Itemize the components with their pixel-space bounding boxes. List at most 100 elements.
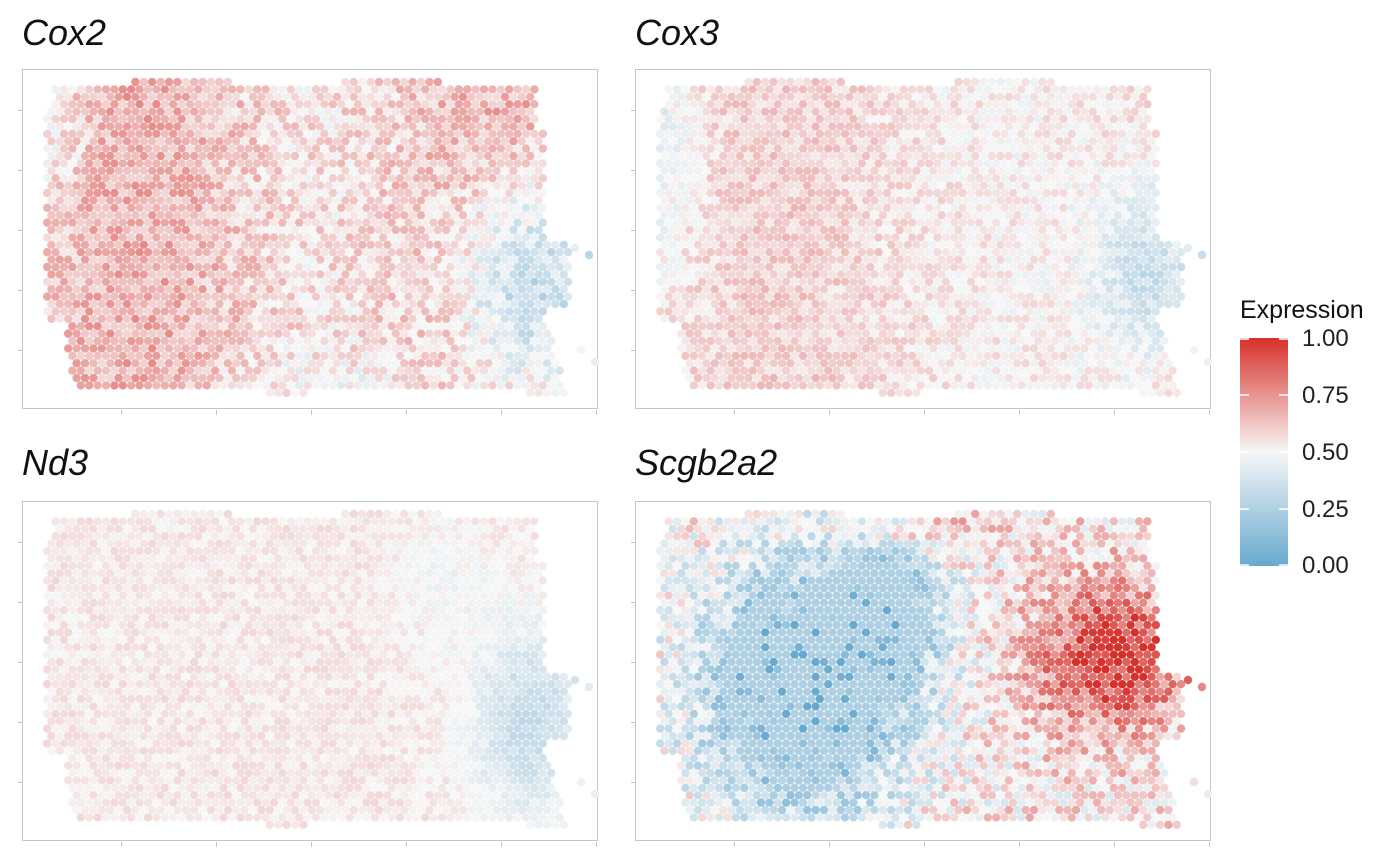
spot	[177, 277, 186, 286]
spot	[1130, 181, 1139, 190]
spot	[706, 174, 715, 183]
spot	[933, 336, 942, 346]
spot	[337, 188, 346, 198]
spot	[975, 159, 984, 168]
spot	[391, 329, 400, 338]
spot	[1013, 359, 1022, 368]
spot	[127, 262, 136, 272]
spot	[492, 299, 501, 309]
spot	[118, 100, 128, 109]
spot	[1189, 345, 1199, 355]
spot	[1084, 277, 1093, 286]
spot	[139, 196, 148, 205]
spot	[1139, 255, 1148, 264]
spot	[290, 359, 300, 368]
spot	[714, 262, 724, 272]
spot	[866, 100, 875, 109]
spot	[748, 262, 757, 272]
spot	[790, 159, 799, 168]
spot	[110, 188, 119, 198]
spot	[59, 188, 69, 198]
spot	[194, 292, 203, 301]
spot	[664, 233, 673, 242]
spot	[790, 351, 799, 360]
spot	[815, 144, 824, 153]
spot	[206, 137, 216, 146]
spot	[1092, 203, 1102, 212]
spot	[307, 299, 316, 309]
spot	[269, 100, 279, 109]
spot	[786, 211, 795, 220]
spot	[1139, 285, 1148, 294]
spot	[740, 114, 749, 124]
spot	[118, 292, 128, 301]
spot	[916, 307, 925, 316]
spot	[513, 129, 522, 138]
spot	[332, 196, 342, 205]
spot	[828, 314, 837, 323]
spot	[517, 314, 526, 323]
spot	[534, 211, 543, 220]
spot	[547, 277, 556, 286]
spot	[693, 225, 703, 235]
spot	[971, 211, 980, 220]
spot	[248, 92, 258, 101]
spot	[1050, 100, 1060, 109]
spot	[815, 174, 824, 183]
spot	[975, 203, 984, 212]
spot	[798, 203, 808, 212]
spot	[765, 233, 774, 242]
spot	[1042, 307, 1051, 316]
spot	[1130, 151, 1139, 161]
spot	[903, 373, 913, 383]
spot	[215, 137, 224, 146]
spot	[996, 77, 1005, 87]
spot	[211, 262, 220, 272]
spot	[1025, 351, 1034, 360]
spot	[1105, 270, 1114, 279]
spot	[274, 344, 283, 353]
spot	[475, 285, 484, 294]
spot	[811, 92, 820, 101]
spot	[1126, 114, 1135, 124]
spot	[269, 277, 279, 286]
spot	[698, 114, 707, 124]
spot	[702, 166, 711, 175]
spot	[236, 233, 245, 242]
spot	[244, 277, 253, 286]
spot	[370, 188, 379, 198]
spot	[1126, 322, 1135, 331]
spot	[139, 299, 148, 309]
spot	[421, 100, 430, 109]
spot	[341, 92, 350, 101]
spot	[1139, 137, 1148, 146]
spot	[836, 151, 845, 161]
spot	[366, 151, 375, 161]
spot	[559, 285, 568, 294]
spot	[450, 196, 459, 205]
spot	[316, 211, 325, 220]
spot	[723, 129, 732, 138]
spot	[404, 381, 413, 390]
spot	[1151, 159, 1160, 168]
spot	[1088, 299, 1097, 309]
spot	[866, 277, 875, 286]
spot	[236, 381, 245, 390]
spot	[811, 122, 820, 131]
spot	[429, 188, 438, 198]
spot	[72, 92, 81, 101]
spot	[1109, 292, 1118, 301]
spot	[954, 77, 963, 87]
spot	[1143, 322, 1152, 331]
spot	[421, 322, 430, 331]
spot	[1160, 262, 1169, 272]
spot	[773, 381, 782, 390]
spot	[521, 174, 531, 183]
spot	[59, 307, 69, 316]
spot	[299, 196, 308, 205]
spot	[122, 240, 132, 249]
spot	[194, 277, 203, 286]
spot	[450, 359, 459, 368]
spot	[740, 218, 749, 227]
spot	[1029, 107, 1039, 116]
